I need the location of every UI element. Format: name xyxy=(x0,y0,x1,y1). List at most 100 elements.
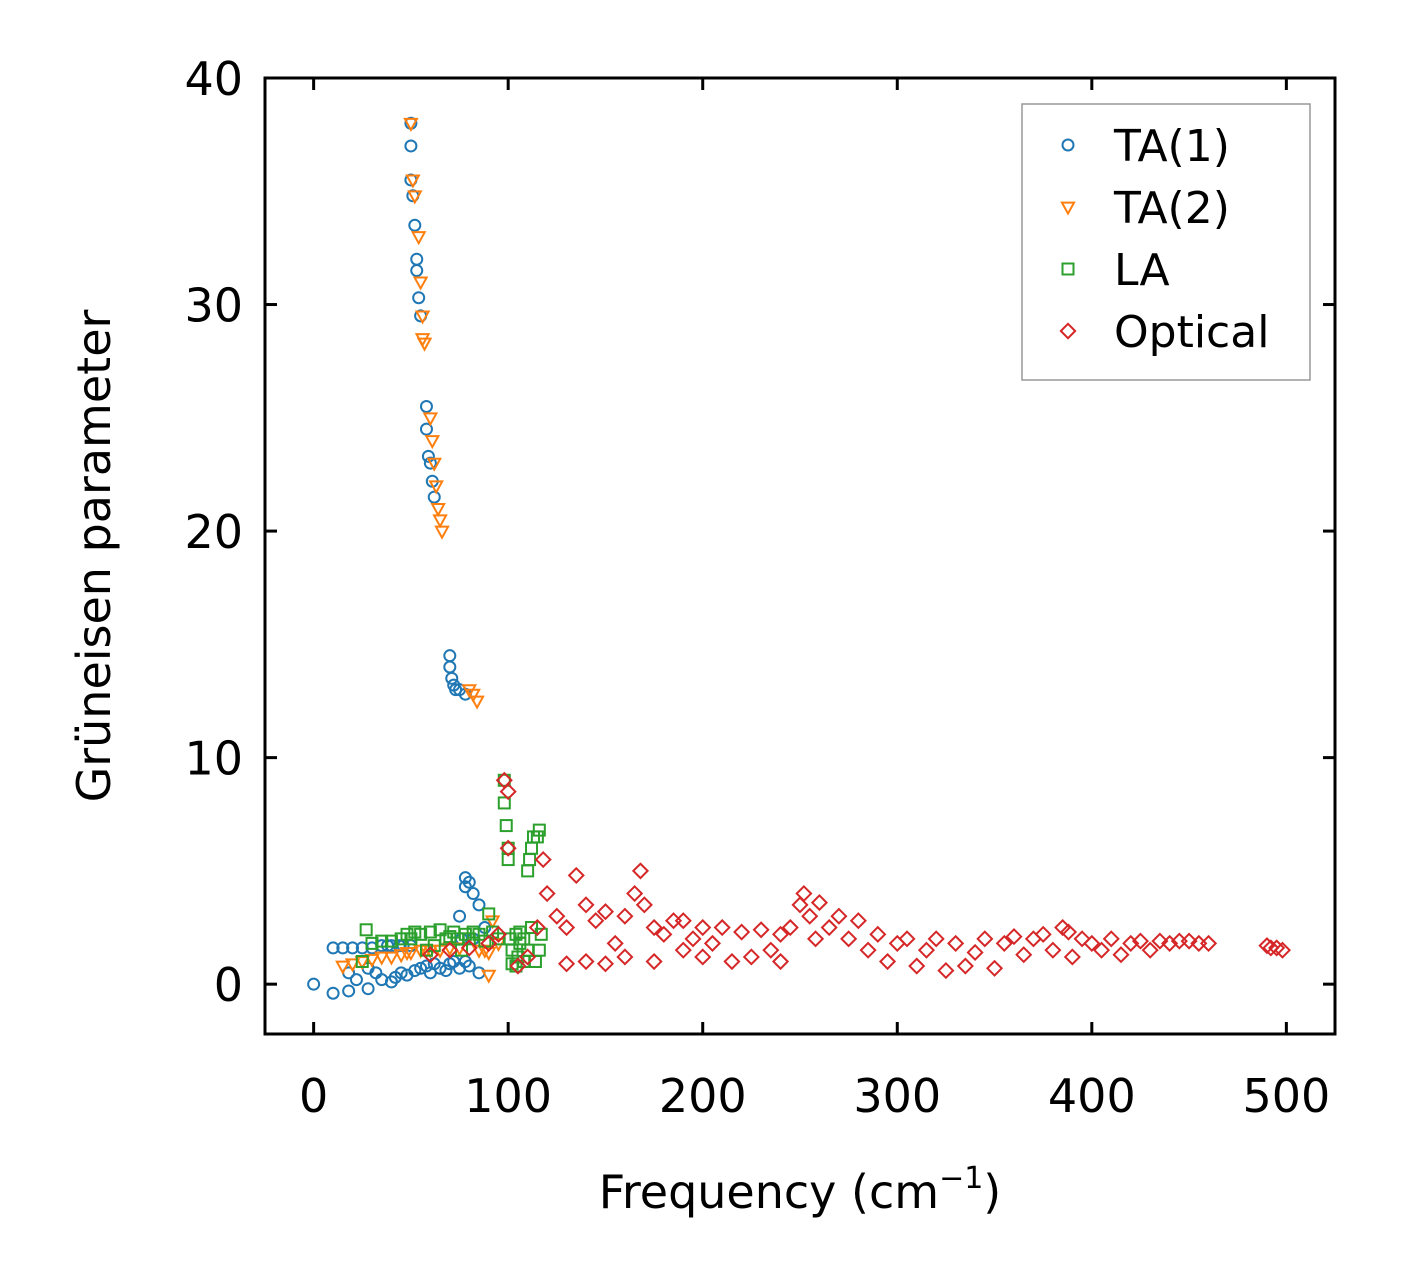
x-tick-label: 200 xyxy=(659,1069,747,1123)
data-point xyxy=(645,952,663,971)
data-point xyxy=(419,399,433,413)
data-point xyxy=(966,943,984,962)
data-point xyxy=(460,939,478,957)
data-point xyxy=(577,896,595,914)
data-point xyxy=(427,490,441,504)
legend-marker xyxy=(1061,138,1075,152)
data-point xyxy=(1092,941,1111,959)
data-point xyxy=(419,422,433,436)
data-point xyxy=(810,894,829,912)
data-point xyxy=(480,947,497,962)
series-ta-2 xyxy=(335,117,507,984)
data-point xyxy=(752,921,770,939)
data-point xyxy=(733,923,751,941)
data-point xyxy=(412,276,429,291)
series-ta-1 xyxy=(307,116,492,1000)
data-point xyxy=(995,934,1013,952)
data-point xyxy=(472,898,486,912)
data-point xyxy=(606,934,624,952)
data-point xyxy=(1180,932,1198,950)
data-point xyxy=(956,957,974,975)
data-point xyxy=(307,977,321,991)
data-point xyxy=(445,671,459,685)
data-point xyxy=(1268,939,1286,957)
data-point xyxy=(587,912,605,930)
data-point xyxy=(567,866,585,884)
data-point xyxy=(335,960,351,975)
data-point xyxy=(532,943,546,957)
data-point xyxy=(499,839,517,857)
x-axis-title: Frequency (cm−1) xyxy=(599,1161,1002,1219)
data-point xyxy=(631,862,650,880)
data-point xyxy=(1005,928,1023,946)
data-point xyxy=(421,946,439,964)
y-tick-label: 20 xyxy=(184,505,243,559)
data-point xyxy=(441,941,459,959)
data-point xyxy=(423,925,437,939)
data-point xyxy=(917,941,936,959)
data-point xyxy=(422,412,439,427)
data-point xyxy=(538,884,556,903)
data-point xyxy=(405,174,421,189)
data-point xyxy=(664,912,683,930)
data-point xyxy=(1063,948,1081,966)
data-point xyxy=(1015,946,1033,964)
data-point xyxy=(820,918,838,937)
data-point xyxy=(480,934,498,952)
data-point xyxy=(434,525,450,540)
data-point xyxy=(426,457,442,472)
data-point xyxy=(849,912,867,930)
data-point xyxy=(1059,923,1078,941)
data-point xyxy=(428,480,444,495)
data-point xyxy=(439,964,453,978)
data-point xyxy=(453,909,467,923)
data-point xyxy=(645,918,663,937)
plot-frame xyxy=(263,76,1337,1036)
data-point xyxy=(519,948,537,966)
data-point xyxy=(525,921,539,935)
data-point xyxy=(528,918,546,937)
legend-marker xyxy=(1059,322,1077,340)
data-point xyxy=(432,514,448,529)
data-point xyxy=(577,952,595,971)
x-tick-label: 0 xyxy=(299,1069,328,1123)
data-point xyxy=(407,190,423,205)
data-point xyxy=(497,773,511,787)
data-point xyxy=(878,952,897,971)
data-point xyxy=(801,907,819,925)
legend-item: TA(1) xyxy=(1061,121,1230,172)
data-point xyxy=(723,952,741,971)
data-point xyxy=(1024,930,1043,948)
data-point xyxy=(795,884,813,903)
data-point xyxy=(557,918,576,937)
data-point xyxy=(513,936,527,950)
legend-label: TA(1) xyxy=(1113,121,1230,172)
data-point xyxy=(359,923,373,937)
data-point xyxy=(509,927,523,941)
data-point xyxy=(375,934,389,948)
data-point xyxy=(465,688,481,703)
data-point xyxy=(616,948,634,966)
data-point xyxy=(349,973,363,987)
data-point xyxy=(419,959,433,973)
data-point xyxy=(596,955,615,973)
data-point xyxy=(443,660,457,674)
data-point xyxy=(1141,941,1159,959)
data-point xyxy=(947,934,965,952)
data-point xyxy=(462,875,476,889)
data-point xyxy=(509,957,527,975)
legend-item: Optical xyxy=(1059,307,1269,358)
data-point xyxy=(423,456,437,470)
data-point xyxy=(482,907,496,921)
data-point xyxy=(424,435,441,450)
data-point xyxy=(394,966,408,980)
data-point xyxy=(791,896,809,914)
y-tick-label: 10 xyxy=(184,732,243,786)
data-point xyxy=(771,952,790,971)
data-point xyxy=(888,934,906,952)
data-point xyxy=(344,958,361,973)
data-point xyxy=(806,930,825,948)
data-point xyxy=(859,941,877,959)
series-optical xyxy=(421,771,1292,980)
